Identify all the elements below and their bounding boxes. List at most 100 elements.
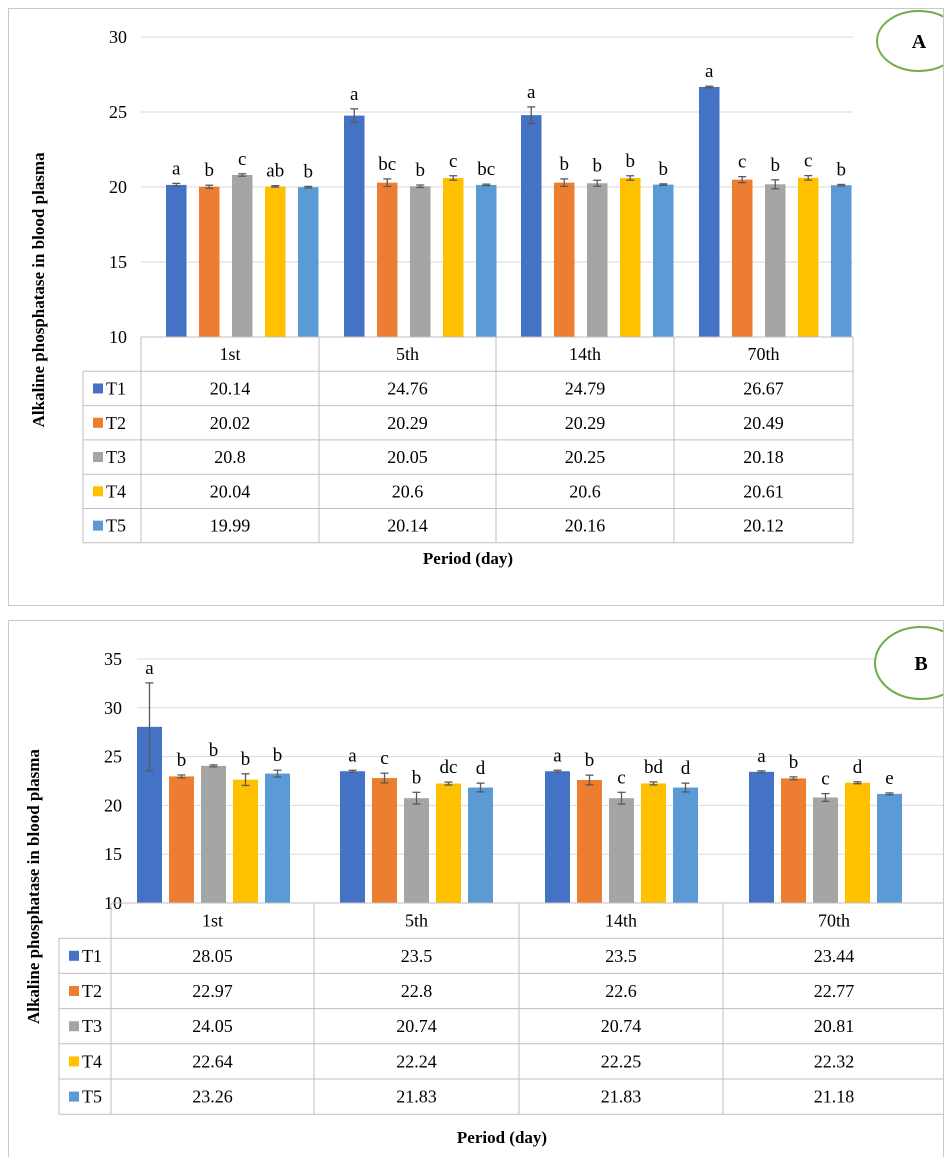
y-tick-label: 10 xyxy=(109,327,127,347)
bar-t3-1st xyxy=(201,765,226,903)
legend-swatch-t3 xyxy=(93,452,103,463)
table-value-cell: 20.16 xyxy=(565,516,606,536)
bar-t1-1st xyxy=(166,184,187,337)
table-value-cell: 20.8 xyxy=(214,447,246,467)
significance-letter: bc xyxy=(477,159,495,180)
table-value-cell: 20.18 xyxy=(743,447,784,467)
table-value-cell: 20.6 xyxy=(569,481,601,501)
legend-swatch-t5 xyxy=(69,1091,79,1102)
y-tick-label: 15 xyxy=(104,844,122,864)
table-value-cell: 22.97 xyxy=(192,981,233,1001)
significance-letter: c xyxy=(238,149,246,170)
y-tick-label: 30 xyxy=(109,27,127,47)
legend-label-t4: T4 xyxy=(106,481,126,501)
table-header-cell: 1st xyxy=(219,344,240,364)
significance-letter: b xyxy=(412,767,422,788)
legend-label-t1: T1 xyxy=(82,946,102,966)
chart-panel-a: 10 15 20 25 30 a b c ab b a bc b c bc a b b b b a c b c b 1st 5th 1… xyxy=(8,8,944,606)
bar-t1-70th xyxy=(749,771,774,903)
table-value-cell: 22.25 xyxy=(601,1051,642,1071)
bar-t5-70th xyxy=(831,185,852,337)
significance-letter: c xyxy=(617,767,625,788)
y-tick-label: 15 xyxy=(109,252,127,272)
significance-letter: b xyxy=(771,155,781,176)
bar-t4-70th xyxy=(798,177,819,337)
table-value-cell: 23.5 xyxy=(401,946,433,966)
significance-letter: b xyxy=(416,160,426,181)
legend-label-t1: T1 xyxy=(106,378,126,398)
table-value-cell: 20.04 xyxy=(210,481,251,501)
table-header-cell: 14th xyxy=(605,911,637,931)
significance-letter: a xyxy=(350,84,359,105)
y-tick-label: 20 xyxy=(104,795,122,815)
bar-t3-14th xyxy=(587,183,608,337)
table-value-cell: 24.05 xyxy=(192,1016,233,1036)
table-value-cell: 20.49 xyxy=(743,413,784,433)
bar-t5-1st xyxy=(265,773,290,903)
table-value-cell: 20.02 xyxy=(210,413,251,433)
bar-t3-1st xyxy=(232,175,253,337)
bar-t1-5th xyxy=(340,771,365,903)
significance-letter: a xyxy=(553,745,562,766)
bar-t3-5th xyxy=(404,798,429,903)
bar-t2-14th xyxy=(577,780,602,903)
table-header-cell: 70th xyxy=(747,344,779,364)
bar-t1-14th xyxy=(545,771,570,903)
legend-label-t2: T2 xyxy=(106,413,126,433)
significance-letter: b xyxy=(789,752,799,773)
significance-letter: b xyxy=(273,745,283,766)
table-value-cell: 26.67 xyxy=(743,378,784,398)
bar-t2-5th xyxy=(377,182,398,337)
legend-label-t5: T5 xyxy=(106,516,126,536)
legend-swatch-t4 xyxy=(93,486,103,497)
bar-t2-70th xyxy=(781,778,806,903)
legend-swatch-t3 xyxy=(69,1021,79,1032)
bar-t4-70th xyxy=(845,782,870,903)
bar-t4-14th xyxy=(641,783,666,903)
legend-swatch-t2 xyxy=(69,986,79,996)
significance-letter: c xyxy=(804,151,812,172)
table-value-cell: 22.8 xyxy=(401,981,433,1001)
y-tick-label: 30 xyxy=(104,698,122,718)
table-header-cell: 70th xyxy=(818,911,850,931)
legend-swatch-t5 xyxy=(93,520,103,531)
y-axis-title: Alkaline phosphatase in blood plasma xyxy=(24,749,43,1024)
table-header-cell: 1st xyxy=(202,911,223,931)
bar-t4-5th xyxy=(443,178,464,337)
table-value-cell: 22.77 xyxy=(814,981,855,1001)
significance-letter: b xyxy=(560,154,570,175)
bar-t3-70th xyxy=(765,184,786,337)
bar-t4-1st xyxy=(265,186,286,337)
bar-t2-1st xyxy=(169,776,194,903)
table-value-cell: 21.83 xyxy=(396,1087,437,1107)
legend-label-t4: T4 xyxy=(82,1051,102,1071)
table-value-cell: 20.14 xyxy=(387,516,428,536)
bar-t2-70th xyxy=(732,179,753,337)
y-tick-label: 35 xyxy=(104,649,122,669)
bar-t4-14th xyxy=(620,178,641,337)
bar-t1-70th xyxy=(699,86,720,337)
legend-label-t3: T3 xyxy=(106,447,126,467)
bar-t5-70th xyxy=(877,793,902,903)
significance-letter: b xyxy=(304,161,314,182)
x-axis-title: Period (day) xyxy=(457,1128,547,1147)
significance-letter: a xyxy=(705,61,714,82)
significance-letter: bd xyxy=(644,757,664,778)
bar-t5-1st xyxy=(298,187,319,337)
legend-swatch-t1 xyxy=(93,383,103,394)
table-value-cell: 21.18 xyxy=(814,1087,855,1107)
table-value-cell: 21.83 xyxy=(601,1087,642,1107)
significance-letter: d xyxy=(476,758,486,779)
table-value-cell: 20.74 xyxy=(396,1016,437,1036)
panel-badge xyxy=(874,626,943,700)
significance-letter: b xyxy=(626,151,636,172)
table-header-cell: 5th xyxy=(405,911,428,931)
y-axis-title: Alkaline phosphatase in blood plasma xyxy=(29,152,48,427)
significance-letter: b xyxy=(209,740,219,761)
y-tick-label: 20 xyxy=(109,177,127,197)
bar-t5-14th xyxy=(673,787,698,903)
table-value-cell: 23.44 xyxy=(814,946,855,966)
significance-letter: b xyxy=(241,749,251,770)
